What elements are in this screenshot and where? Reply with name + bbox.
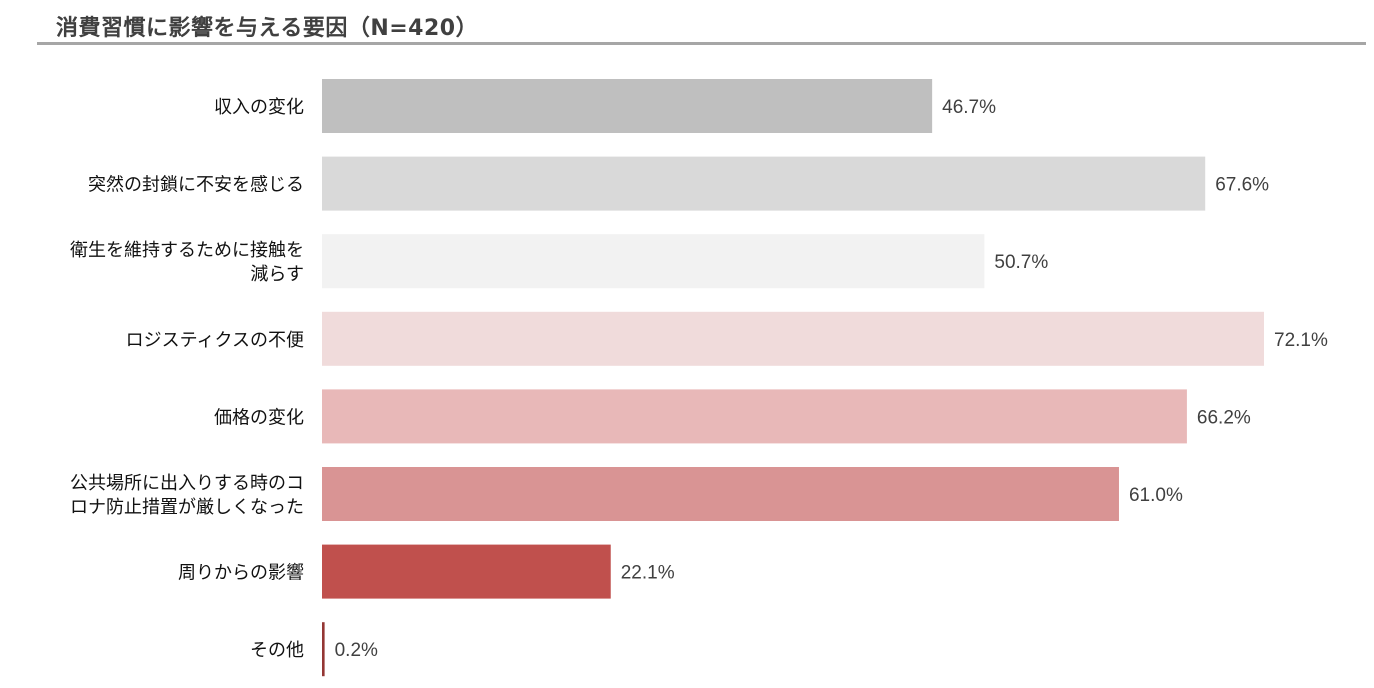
category-label-8: その他 bbox=[250, 640, 304, 661]
value-label-6: 61.0% bbox=[1129, 485, 1183, 506]
bar-6 bbox=[322, 467, 1119, 521]
value-label-8: 0.2% bbox=[335, 640, 378, 661]
bar-8 bbox=[322, 622, 325, 677]
chart-title: 消費習慣に影響を与える要因（N=420） bbox=[56, 16, 479, 41]
bar-7 bbox=[322, 544, 611, 599]
bar-4 bbox=[322, 311, 1264, 366]
category-label-6: 公共場所に出入りする時のコロナ防止措置が厳しくなった bbox=[70, 473, 304, 518]
category-label-4: ロジスティクスの不便 bbox=[126, 330, 304, 351]
value-label-4: 72.1% bbox=[1274, 330, 1328, 351]
bar-2 bbox=[322, 156, 1206, 211]
title-divider bbox=[37, 42, 1366, 45]
value-label-7: 22.1% bbox=[621, 563, 675, 584]
value-label-1: 46.7% bbox=[942, 97, 996, 118]
category-label-7: 周りからの影響 bbox=[178, 563, 304, 584]
category-label-3: 衛生を維持するために接触を減らす bbox=[70, 240, 304, 285]
value-label-5: 66.2% bbox=[1197, 407, 1251, 428]
value-label-3: 50.7% bbox=[994, 252, 1048, 273]
value-label-2: 67.6% bbox=[1215, 175, 1269, 196]
bar-1 bbox=[322, 79, 933, 133]
category-label-2: 突然の封鎖に不安を感じる bbox=[88, 175, 304, 196]
bar-5 bbox=[322, 389, 1187, 444]
bar-3 bbox=[322, 234, 985, 289]
category-label-5: 価格の変化 bbox=[214, 407, 304, 428]
category-label-1: 収入の変化 bbox=[214, 97, 304, 118]
